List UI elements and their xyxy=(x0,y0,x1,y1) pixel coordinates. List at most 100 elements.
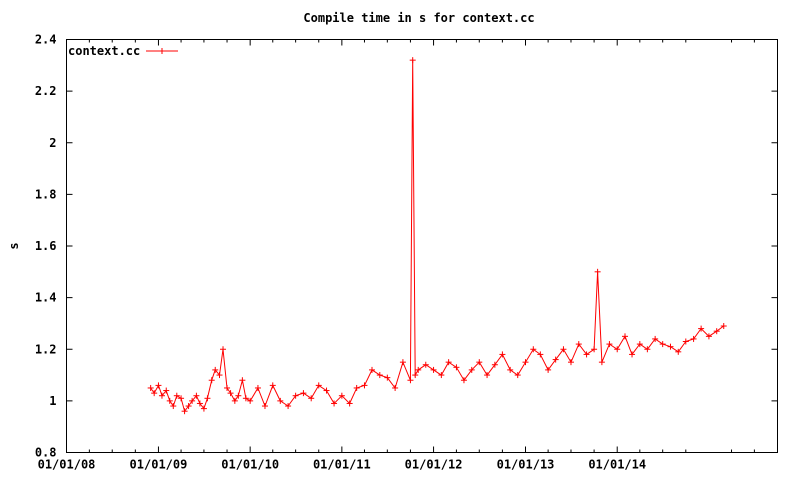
data-point xyxy=(409,57,416,64)
data-point xyxy=(166,397,173,404)
data-point xyxy=(376,372,383,379)
x-tick-label: 01/01/08 xyxy=(38,458,96,472)
y-tick-label: 1.4 xyxy=(35,291,57,305)
y-tick-label: 1.8 xyxy=(35,187,57,201)
data-point xyxy=(690,335,697,342)
x-tick-label: 01/01/13 xyxy=(497,458,555,472)
y-tick-label: 1 xyxy=(49,394,56,408)
data-point xyxy=(415,366,422,373)
data-point xyxy=(591,346,598,353)
data-point xyxy=(682,338,689,345)
data-point xyxy=(147,384,154,391)
data-point xyxy=(575,341,582,348)
data-point xyxy=(292,392,299,399)
data-point xyxy=(644,346,651,353)
data-point xyxy=(247,397,254,404)
data-point xyxy=(507,366,514,373)
y-tick-label: 1.2 xyxy=(35,342,57,356)
data-point xyxy=(675,348,682,355)
data-point xyxy=(636,341,643,348)
legend-marker xyxy=(159,48,165,54)
data-point xyxy=(530,346,537,353)
data-point xyxy=(460,377,467,384)
data-point xyxy=(369,366,376,373)
data-point xyxy=(155,382,162,389)
data-point xyxy=(453,364,460,371)
data-point xyxy=(476,359,483,366)
x-tick-label: 01/01/11 xyxy=(313,458,371,472)
data-point xyxy=(705,333,712,340)
data-point xyxy=(652,335,659,342)
data-point xyxy=(331,400,338,407)
plot-frame xyxy=(66,39,778,453)
data-point xyxy=(227,390,234,397)
data-point xyxy=(224,384,231,391)
data-point xyxy=(277,397,284,404)
data-point xyxy=(667,343,674,350)
y-tick-label: 1.6 xyxy=(35,239,57,253)
data-point xyxy=(261,403,268,410)
data-point xyxy=(629,351,636,358)
series-line xyxy=(150,60,724,413)
data-point xyxy=(323,387,330,394)
data-point xyxy=(196,400,203,407)
data-point xyxy=(491,361,498,368)
x-tick-label: 01/01/09 xyxy=(130,458,188,472)
data-point xyxy=(720,323,727,330)
data-point xyxy=(567,359,574,366)
series-layer xyxy=(147,57,727,415)
data-point xyxy=(361,382,368,389)
data-point xyxy=(242,395,249,402)
data-point xyxy=(151,390,158,397)
data-point xyxy=(499,351,506,358)
data-point xyxy=(598,359,605,366)
data-point xyxy=(698,325,705,332)
data-point xyxy=(353,384,360,391)
data-point xyxy=(235,392,242,399)
data-point xyxy=(552,356,559,363)
y-tick-label: 2.2 xyxy=(35,84,57,98)
x-tick-label: 01/01/14 xyxy=(588,458,646,472)
data-point xyxy=(606,341,613,348)
data-point xyxy=(239,377,246,384)
data-point xyxy=(468,366,475,373)
data-point xyxy=(407,377,414,384)
data-point xyxy=(384,374,391,381)
data-point xyxy=(659,341,666,348)
data-point xyxy=(185,403,192,410)
data-point xyxy=(545,366,552,373)
chart-title: Compile time in s for context.cc xyxy=(303,11,534,25)
data-point xyxy=(163,387,170,394)
data-point xyxy=(422,361,429,368)
data-point xyxy=(522,359,529,366)
legend: context.cc xyxy=(68,44,178,58)
data-point xyxy=(300,390,307,397)
data-point xyxy=(484,372,491,379)
data-point xyxy=(614,346,621,353)
data-point xyxy=(560,346,567,353)
y-tick-label: 0.8 xyxy=(35,446,57,460)
data-point xyxy=(338,392,345,399)
data-point xyxy=(308,395,315,402)
y-tick-label: 2.4 xyxy=(35,33,57,47)
data-point xyxy=(621,333,628,340)
x-tick-label: 01/01/12 xyxy=(405,458,463,472)
x-tick-label: 01/01/10 xyxy=(221,458,279,472)
data-point xyxy=(412,372,419,379)
data-point xyxy=(212,366,219,373)
data-point xyxy=(178,395,185,402)
data-point xyxy=(583,351,590,358)
y-axis: 0.8 1 1.2 1.4 1.6 1.8 2 2.2 2.4 xyxy=(35,33,778,460)
data-point xyxy=(208,377,215,384)
data-point xyxy=(285,403,292,410)
data-point xyxy=(537,351,544,358)
data-point xyxy=(193,392,200,399)
y-axis-label: s xyxy=(7,242,21,249)
data-point xyxy=(430,366,437,373)
data-point xyxy=(173,392,180,399)
data-point xyxy=(200,405,207,412)
legend-label: context.cc xyxy=(68,44,140,58)
x-axis: 01/01/08 01/01/09 01/01/10 01/01/11 01/01/12… xyxy=(38,39,755,472)
y-tick-label: 2 xyxy=(49,136,56,150)
